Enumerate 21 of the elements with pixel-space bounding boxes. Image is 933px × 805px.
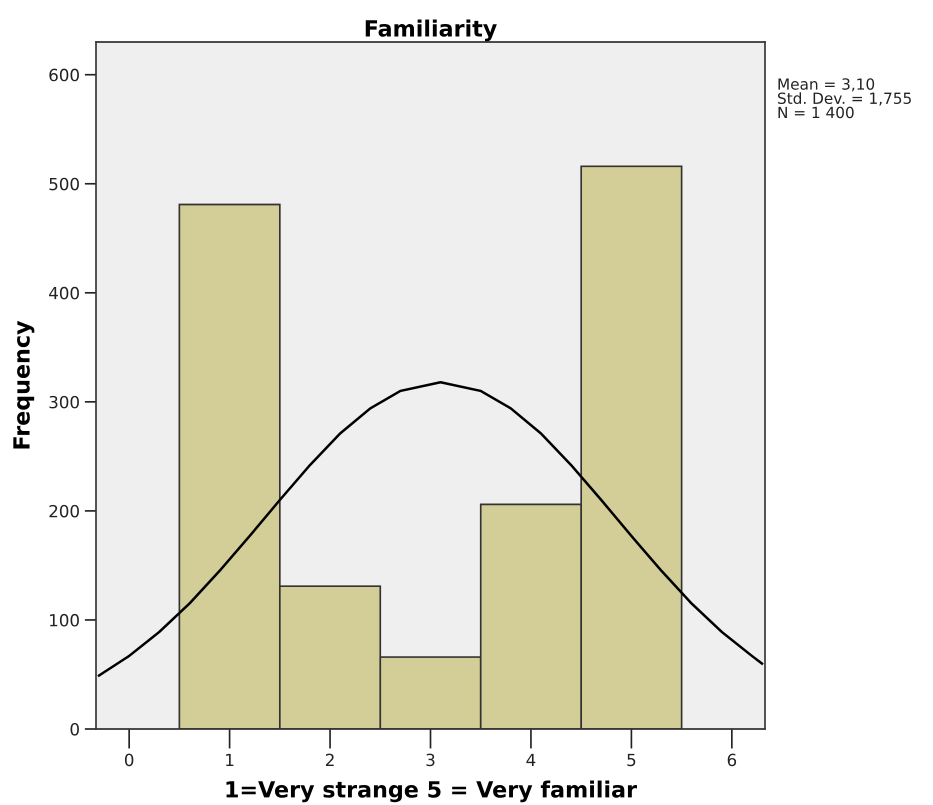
x-tick-label: 4 bbox=[526, 754, 536, 766]
x-tick-label: 2 bbox=[326, 754, 334, 766]
y-tick-label: 0 bbox=[70, 722, 79, 736]
x-tick-label: 5 bbox=[627, 754, 636, 766]
y-tick-label: 600 bbox=[49, 68, 79, 82]
y-axis-title: Frequency bbox=[13, 320, 34, 448]
text: Std. Dev. = 1,755 bbox=[778, 92, 911, 106]
text: N = 1 400 bbox=[778, 106, 854, 118]
x-tick-label: 6 bbox=[728, 754, 736, 766]
x-tick-label: 3 bbox=[426, 754, 434, 766]
x-tick-label: 1 bbox=[226, 754, 234, 766]
y-tick-label: 100 bbox=[50, 614, 79, 627]
y-tick-label: 200 bbox=[49, 504, 79, 518]
y-tick-label: 500 bbox=[50, 178, 79, 190]
x-tick-label: 0 bbox=[124, 754, 134, 766]
line-series bbox=[98, 380, 764, 677]
y-tick-label: 400 bbox=[49, 286, 79, 300]
x-axis-title: 1=Very strange 5 = Very familiar bbox=[226, 780, 637, 802]
chart-title: Familiarity bbox=[366, 20, 497, 42]
text: Mean = 3,10 bbox=[778, 78, 874, 92]
y-tick-label: 300 bbox=[49, 396, 79, 408]
